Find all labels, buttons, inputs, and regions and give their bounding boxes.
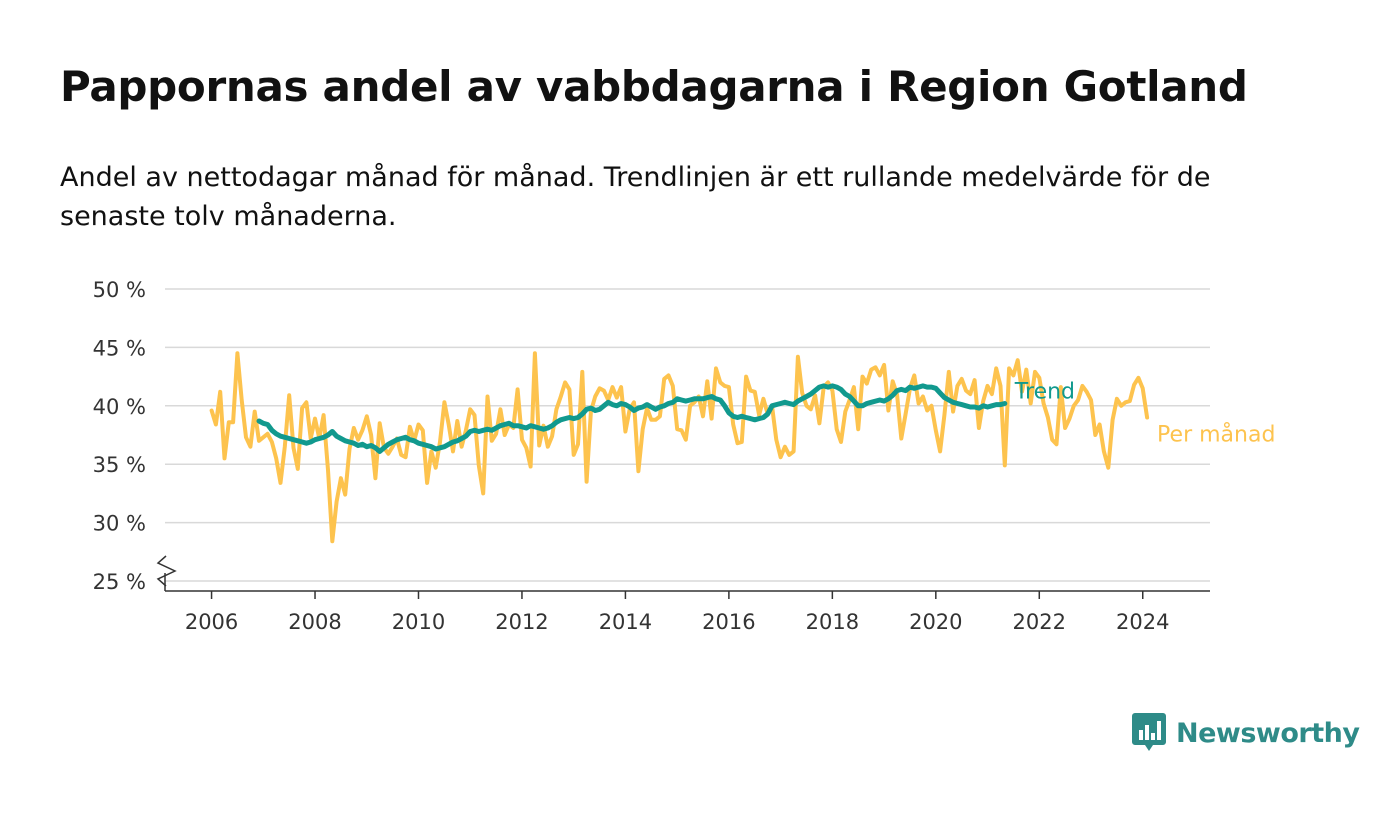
y-tick-label: 45 % <box>93 336 146 360</box>
series-line-trend <box>256 383 1008 454</box>
brand-logo: Newsworthy <box>1132 712 1360 754</box>
series-label-per-manad: Per månad <box>1157 421 1275 447</box>
series-label-trend: Trend <box>1014 379 1075 404</box>
axis-break-icon <box>156 555 177 587</box>
x-tick-label: 2018 <box>806 610 859 634</box>
x-tick-label: 2006 <box>185 610 238 634</box>
newsworthy-logo-icon <box>1132 713 1166 751</box>
y-tick-label: 40 % <box>93 395 146 419</box>
chart-subtitle: Andel av nettodagar månad för månad. Tre… <box>60 162 1211 232</box>
y-tick-label: 50 % <box>93 278 146 302</box>
x-tick-label: 2016 <box>702 610 755 634</box>
x-tick-label: 2024 <box>1116 610 1169 634</box>
x-tick-label: 2022 <box>1013 610 1066 634</box>
x-tick-label: 2014 <box>599 610 652 634</box>
y-tick-label: 30 % <box>93 512 146 536</box>
x-tick-label: 2020 <box>909 610 962 634</box>
x-tick-label: 2010 <box>392 610 445 634</box>
chart-title: Pappornas andel av vabbdagarna i Region … <box>60 62 1248 111</box>
y-tick-label: 25 % <box>93 570 146 594</box>
brand-name: Newsworthy <box>1176 717 1360 749</box>
x-tick-label: 2012 <box>495 610 548 634</box>
y-tick-label: 35 % <box>93 453 146 477</box>
x-tick-label: 2008 <box>288 610 341 634</box>
series-line-per-manad <box>209 351 1150 544</box>
